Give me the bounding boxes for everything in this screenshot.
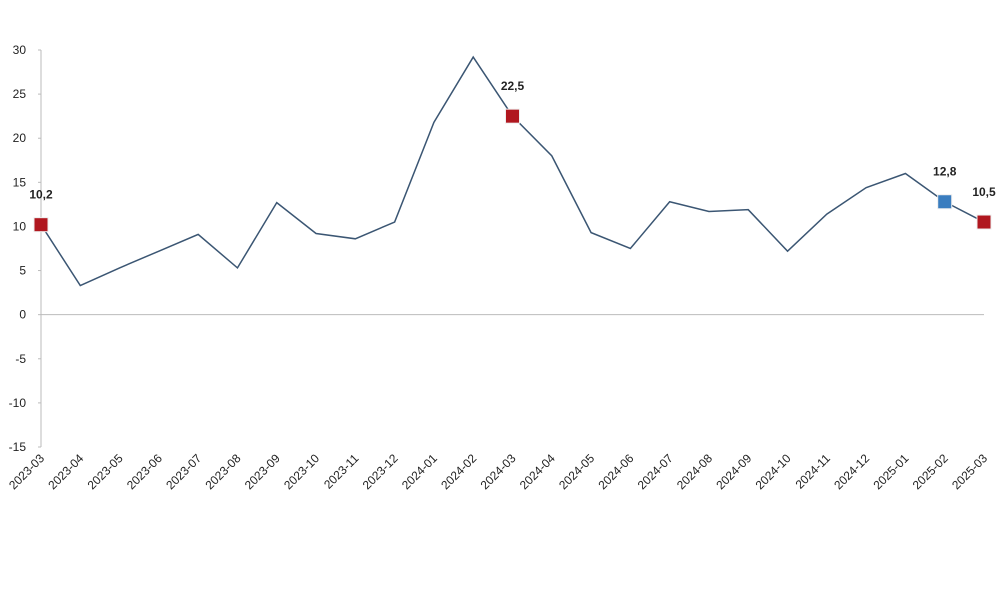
x-tick-label: 2024-07 (635, 451, 676, 492)
y-tick-label: -5 (15, 352, 26, 366)
x-tick-label: 2024-02 (438, 451, 479, 492)
y-tick-label: 0 (19, 308, 26, 322)
x-tick-label: 2024-06 (595, 451, 636, 492)
x-tick-label: 2023-12 (360, 451, 401, 492)
x-tick-label: 2024-09 (713, 451, 754, 492)
marker (505, 108, 520, 124)
x-tick-label: 2025-03 (949, 451, 990, 492)
x-tick-label: 2023-07 (163, 451, 204, 492)
value-label: 10,2 (29, 188, 53, 202)
x-tick-label: 2025-02 (910, 451, 951, 492)
x-tick-label: 2024-08 (674, 451, 715, 492)
x-tick-label: 2023-06 (124, 451, 165, 492)
x-tick-label: 2023-11 (321, 451, 362, 492)
x-tick-label: 2023-03 (6, 451, 47, 492)
x-tick-label: 2024-11 (793, 451, 834, 492)
y-tick-label: 5 (19, 264, 26, 278)
x-tick-label: 2023-09 (242, 451, 283, 492)
y-tick-label: 30 (13, 43, 27, 57)
x-tick-label: 2023-10 (281, 451, 322, 492)
marker (937, 194, 953, 210)
x-tick-label: 2024-01 (399, 451, 440, 492)
value-label: 22,5 (501, 79, 525, 93)
value-label: 12,8 (933, 165, 957, 179)
value-label: 10,5 (972, 185, 996, 199)
x-tick-label: 2023-05 (85, 451, 126, 492)
x-tick-label: 2024-03 (478, 451, 519, 492)
y-tick-label: 25 (13, 87, 27, 101)
x-tick-label: 2024-12 (831, 451, 872, 492)
y-tick-label: -15 (9, 440, 27, 454)
marker (33, 217, 49, 233)
x-tick-label: 2025-01 (870, 451, 911, 492)
y-tick-label: 10 (13, 219, 27, 233)
marker (976, 214, 992, 230)
x-tick-label: 2024-10 (753, 451, 794, 492)
x-tick-label: 2024-05 (556, 451, 597, 492)
x-tick-label: 2023-08 (203, 451, 244, 492)
x-tick-label: 2024-04 (517, 451, 558, 492)
y-tick-label: 20 (13, 131, 27, 145)
y-tick-label: 15 (13, 175, 27, 189)
x-tick-label: 2023-04 (45, 451, 86, 492)
y-tick-label: -10 (9, 396, 27, 410)
